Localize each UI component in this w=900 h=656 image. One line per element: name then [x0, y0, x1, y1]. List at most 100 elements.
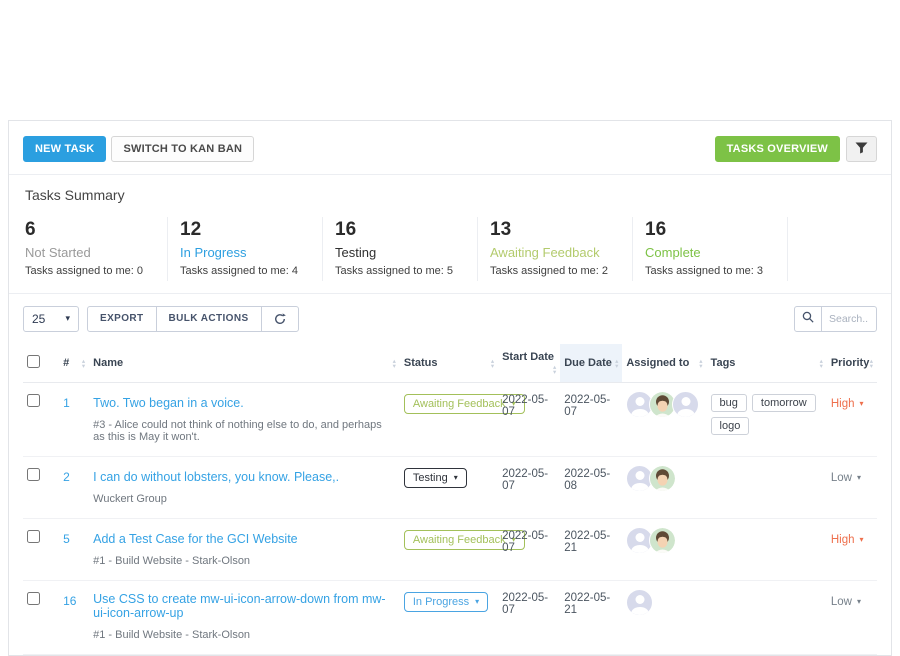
assignee-avatars — [626, 390, 702, 418]
priority-dropdown[interactable]: Low ▾ — [830, 471, 861, 484]
sort-icon: ▴ ▾ — [699, 357, 703, 370]
priority-dropdown[interactable]: High ▾ — [830, 397, 864, 410]
column-header-assigned[interactable]: Assigned to ▴ ▾ — [622, 343, 707, 383]
column-header-priority[interactable]: Priority ▴ ▾ — [826, 343, 877, 383]
summary-count: 13 — [490, 219, 512, 240]
status-badge[interactable]: In Progress ▾ — [403, 591, 489, 612]
chevron-down-icon: ▾ — [856, 597, 861, 607]
chevron-down-icon: ▾ — [453, 473, 458, 483]
summary-label: In Progress — [180, 244, 247, 260]
avatar[interactable] — [649, 464, 677, 492]
column-header-start-date[interactable]: Start Date ▴ ▾ — [498, 343, 561, 383]
task-name-link[interactable]: Add a Test Case for the GCI Website — [93, 531, 298, 546]
sort-icon: ▴ ▾ — [615, 357, 619, 370]
task-subtext: #3 - Alice could not think of nothing el… — [93, 418, 382, 443]
select-all-checkbox[interactable] — [27, 354, 40, 368]
refresh-icon — [274, 313, 286, 324]
task-name-link[interactable]: Two. Two began in a voice. — [93, 395, 244, 410]
start-date: 2022-05-07 — [498, 382, 561, 457]
column-header-name[interactable]: Name ▴ ▾ — [89, 343, 400, 383]
start-date: 2022-05-07 — [498, 580, 561, 655]
summary-assigned: Tasks assigned to me: 4 — [180, 264, 299, 277]
tag-list: bug tomorrow logo — [710, 393, 823, 435]
export-button[interactable]: EXPORT — [87, 305, 157, 332]
chevron-down-icon: ▾ — [859, 399, 864, 409]
search-button[interactable] — [794, 305, 822, 332]
priority-dropdown[interactable]: Low ▾ — [830, 595, 861, 608]
divider — [9, 292, 891, 294]
row-checkbox[interactable] — [27, 393, 40, 407]
due-date: 2022-05-07 — [560, 382, 623, 457]
table-row: 1 Two. Two began in a voice. #3 - Alice … — [23, 382, 877, 457]
summary-count: 12 — [180, 219, 202, 240]
column-header-tags[interactable]: Tags ▴ ▾ — [706, 343, 827, 383]
summary-count: 16 — [645, 219, 667, 240]
column-header-status[interactable]: Status ▴ ▾ — [399, 343, 499, 383]
tasks-summary: Tasks Summary 6 Not Started Tasks assign… — [9, 175, 891, 293]
tag-chip[interactable]: bug — [710, 393, 747, 412]
table-row: 16 Use CSS to create mw-ui-icon-arrow-do… — [23, 580, 877, 655]
summary-item-awaiting-feedback: 13 Awaiting Feedback Tasks assigned to m… — [488, 217, 633, 281]
due-date: 2022-05-21 — [560, 518, 623, 581]
avatar[interactable] — [626, 390, 654, 418]
chevron-down-icon: ▾ — [859, 535, 864, 545]
sort-icon: ▴ ▾ — [392, 357, 396, 370]
avatar[interactable] — [649, 390, 677, 418]
divider — [9, 174, 891, 175]
avatar[interactable] — [649, 526, 677, 554]
tag-chip[interactable]: logo — [710, 416, 750, 435]
sort-icon: ▴ ▾ — [869, 357, 873, 370]
summary-item-testing: 16 Testing Tasks assigned to me: 5 — [333, 217, 478, 281]
status-badge[interactable]: Testing ▾ — [403, 467, 467, 488]
status-badge[interactable]: Awaiting Feedback ▾ — [403, 393, 525, 414]
task-name-link[interactable]: Use CSS to create mw-ui-icon-arrow-down … — [93, 591, 386, 620]
table-header-row: # ▴ ▾ Name ▴ ▾ Status ▴ ▾ Start Date ▴ ▾ Due Dat… — [23, 343, 877, 383]
switch-to-kanban-button[interactable]: SWITCH TO KAN BAN — [111, 136, 255, 162]
summary-assigned: Tasks assigned to me: 0 — [25, 264, 144, 277]
search-area — [794, 305, 877, 332]
avatar[interactable] — [626, 588, 654, 616]
sort-icon: ▴ ▾ — [552, 363, 557, 376]
summary-item-in-progress: 12 In Progress Tasks assigned to me: 4 — [178, 217, 323, 281]
avatar[interactable] — [626, 526, 654, 554]
task-id-link[interactable]: 16 — [63, 593, 77, 608]
refresh-button[interactable] — [260, 305, 299, 332]
column-header-num[interactable]: # ▴ ▾ — [59, 343, 90, 383]
task-name-link[interactable]: I can do without lobsters, you know. Ple… — [93, 469, 340, 484]
table-row: 5 Add a Test Case for the GCI Website #1… — [23, 518, 877, 581]
chevron-down-icon: ▾ — [65, 313, 70, 324]
tasks-overview-button[interactable]: TASKS OVERVIEW — [714, 136, 840, 162]
row-checkbox[interactable] — [27, 591, 40, 605]
table-toolbar: 25 ▾ EXPORT BULK ACTIONS — [9, 294, 891, 342]
column-header-due-date[interactable]: Due Date ▴ ▾ — [560, 343, 623, 383]
task-id-link[interactable]: 5 — [63, 531, 70, 546]
start-date: 2022-05-07 — [498, 456, 561, 519]
row-checkbox[interactable] — [27, 467, 40, 481]
filter-button[interactable] — [846, 136, 877, 162]
tag-chip[interactable]: tomorrow — [751, 393, 816, 412]
chevron-down-icon: ▾ — [475, 597, 480, 607]
priority-dropdown[interactable]: High ▾ — [830, 533, 864, 546]
status-badge[interactable]: Awaiting Feedback ▾ — [403, 529, 525, 550]
summary-title: Tasks Summary — [25, 187, 125, 203]
start-date: 2022-05-07 — [498, 518, 561, 581]
task-id-link[interactable]: 2 — [63, 469, 70, 484]
summary-label: Complete — [645, 244, 701, 260]
page-size-select[interactable]: 25 ▾ — [23, 305, 79, 332]
summary-assigned: Tasks assigned to me: 3 — [645, 264, 764, 277]
row-checkbox[interactable] — [27, 529, 40, 543]
tasks-table: # ▴ ▾ Name ▴ ▾ Status ▴ ▾ Start Date ▴ ▾ Due Dat… — [23, 343, 877, 655]
search-input[interactable] — [821, 305, 877, 332]
task-subtext: #1 - Build Website - Stark-Olson — [93, 554, 251, 567]
task-id-link[interactable]: 1 — [63, 395, 70, 410]
table-row: 2 I can do without lobsters, you know. P… — [23, 456, 877, 519]
task-subtext: Wuckert Group — [93, 492, 167, 505]
summary-assigned: Tasks assigned to me: 2 — [490, 264, 609, 277]
summary-label: Testing — [335, 244, 377, 260]
summary-item-complete: 16 Complete Tasks assigned to me: 3 — [643, 217, 788, 281]
filter-icon — [855, 142, 868, 157]
avatar[interactable] — [672, 390, 700, 418]
summary-count: 16 — [335, 219, 357, 240]
new-task-button[interactable]: NEW TASK — [23, 136, 107, 162]
bulk-actions-button[interactable]: BULK ACTIONS — [155, 305, 262, 332]
